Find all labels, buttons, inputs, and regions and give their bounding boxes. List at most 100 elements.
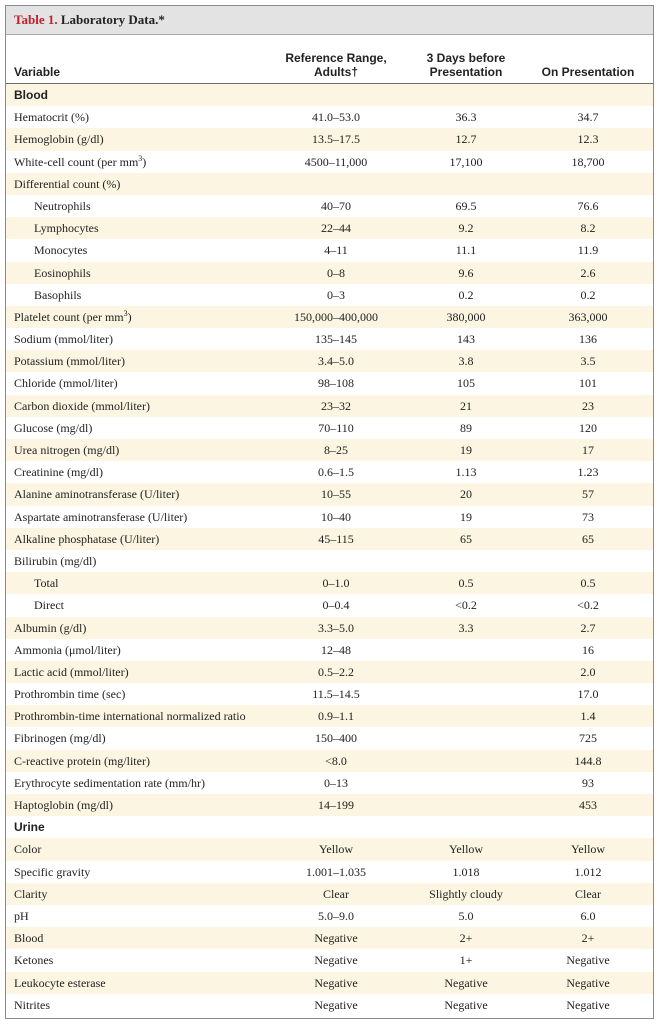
variable-cell: Erythrocyte sedimentation rate (mm/hr) [14,772,205,794]
variable-label: Prothrombin-time international normalize… [14,709,246,724]
variable-label: Albumin (g/dl) [14,620,87,635]
table-row: Leukocyte esterase Negative Negative Negati… [6,971,653,994]
table-row: Total 0–1.0 0.5 0.5 [6,572,653,595]
unit-superscript: 3 [138,153,143,163]
three-days-before-cell: 21 [460,398,472,413]
reference-range-cell: Yellow [318,842,354,857]
three-days-before-cell: Yellow [448,842,484,857]
three-days-before-cell: 17,100 [449,154,483,169]
reference-range-cell: 13.5–17.5 [312,132,360,147]
table-row: Carbon dioxide (mmol/liter) 23–32 21 23 [6,394,653,417]
section-header-row: Urine [6,816,653,838]
reference-range-cell: Negative [314,953,358,968]
variable-cell: Total [34,572,59,594]
on-presentation-cell: <0.2 [577,598,599,613]
on-presentation-cell: 3.5 [580,354,596,369]
reference-range-cell: Negative [314,975,358,990]
header-three-days-line1: 3 Days before [426,51,506,65]
variable-cell: Creatinine (mg/dl) [14,461,103,483]
on-presentation-cell: 12.3 [577,132,599,147]
variable-cell: Carbon dioxide (mmol/liter) [14,395,150,417]
table-row: Ketones Negative 1+ Negative [6,949,653,971]
table-row: Platelet count (per mm3) 150,000–400,000 3… [6,305,653,329]
table-row: Prothrombin-time international normalize… [6,705,653,728]
variable-label: Clarity [14,886,48,901]
variable-cell: Glucose (mg/dl) [14,417,92,439]
on-presentation-cell: 65 [582,531,594,546]
variable-label: Lymphocytes [34,221,99,236]
table-body: Blood Hematocrit (%) 41.0–53.0 36.3 34.7 Hemo… [6,84,653,1016]
on-presentation-cell: Clear [575,886,601,901]
variable-cell: Direct [34,594,64,616]
on-presentation-cell: 120 [579,420,597,435]
table-row: Prothrombin time (sec) 11.5–14.5 17.0 [6,683,653,705]
variable-cell: Bilirubin (mg/dl) [14,550,96,572]
on-presentation-cell: 57 [582,487,594,502]
three-days-before-cell: Negative [444,975,488,990]
table-row: Fibrinogen (mg/dl) 150–400 725 [6,727,653,749]
table-row: Hemoglobin (g/dl) 13.5–17.5 12.7 12.3 [6,128,653,151]
on-presentation-cell: 17.0 [577,687,599,702]
reference-range-cell: 10–40 [321,509,351,524]
table-row: Color Yellow Yellow Yellow [6,838,653,861]
header-variable: Variable [14,65,61,79]
reference-range-cell: 11.5–14.5 [312,687,360,702]
variable-label-end: ) [142,154,147,169]
variable-cell: Ammonia (μmol/liter) [14,639,121,661]
variable-label: Hemoglobin (g/dl) [14,132,104,147]
variable-label-end: ) [127,309,132,324]
variable-cell: White-cell count (per mm3) [14,151,146,173]
reference-range-cell: 40–70 [321,198,351,213]
reference-range-cell: 4500–11,000 [304,154,368,169]
table-row: Basophils 0–3 0.2 0.2 [6,284,653,306]
table-row: Erythrocyte sedimentation rate (mm/hr) 0–… [6,772,653,794]
on-presentation-cell: 34.7 [577,110,599,125]
table-row: Glucose (mg/dl) 70–110 89 120 [6,417,653,439]
reference-range-cell: 70–110 [318,420,354,435]
three-days-before-cell: 1+ [459,953,473,968]
three-days-before-cell: 105 [457,376,475,391]
table-row: Clarity Clear Slightly cloudy Clear [6,882,653,905]
reference-range-cell: 0.6–1.5 [318,465,354,480]
table-row: Haptoglobin (mg/dl) 14–199 453 [6,794,653,817]
table-row: Monocytes 4–11 11.1 11.9 [6,239,653,261]
reference-range-cell: 3.4–5.0 [318,354,354,369]
table-row: Direct 0–0.4 <0.2 <0.2 [6,594,653,616]
on-presentation-cell: Negative [566,997,610,1012]
table-row: Lactic acid (mmol/liter) 0.5–2.2 2.0 [6,660,653,684]
variable-cell: Specific gravity [14,861,90,883]
header-reference-line1: Reference Range, [285,51,387,65]
table-row: Hematocrit (%) 41.0–53.0 36.3 34.7 [6,106,653,128]
reference-range-cell: 22–44 [321,221,351,236]
variable-cell: Blood [14,84,48,106]
variable-cell: Sodium (mmol/liter) [14,328,113,350]
variable-label: Specific gravity [14,864,91,879]
on-presentation-cell: 2.0 [580,664,596,679]
table-title: Laboratory Data.* [60,12,165,27]
three-days-before-cell: Negative [444,997,488,1012]
three-days-before-cell: 65 [460,531,472,546]
variable-cell: Lymphocytes [34,217,99,239]
variable-cell: Neutrophils [34,195,91,217]
variable-cell: Alanine aminotransferase (U/liter) [14,483,179,505]
variable-cell: Chloride (mmol/liter) [14,372,118,394]
variable-cell: Platelet count (per mm3) [14,306,132,328]
variable-cell: Leukocyte esterase [14,972,106,994]
three-days-before-cell: 5.0 [458,908,474,923]
three-days-before-cell: 20 [460,487,472,502]
reference-range-cell: 10–55 [321,487,351,502]
variable-cell: pH [14,905,29,927]
reference-range-cell: Negative [314,931,358,946]
on-presentation-cell: 6.0 [580,908,596,923]
variable-label: Nitrites [14,997,50,1012]
table-row: Specific gravity 1.001–1.035 1.018 1.012 [6,861,653,883]
variable-label: Leukocyte esterase [14,975,106,990]
variable-label: Aspartate aminotransferase (U/liter) [14,509,188,524]
reference-range-cell: 14–199 [318,798,354,812]
header-on-presentation: On Presentation [541,65,635,79]
reference-range-cell: 23–32 [321,398,351,413]
variable-label: C-reactive protein (mg/liter) [14,753,150,768]
three-days-before-cell: 19 [460,443,472,457]
three-days-before-cell: 0.5 [458,576,474,591]
table-row: Blood Negative 2+ 2+ [6,927,653,950]
